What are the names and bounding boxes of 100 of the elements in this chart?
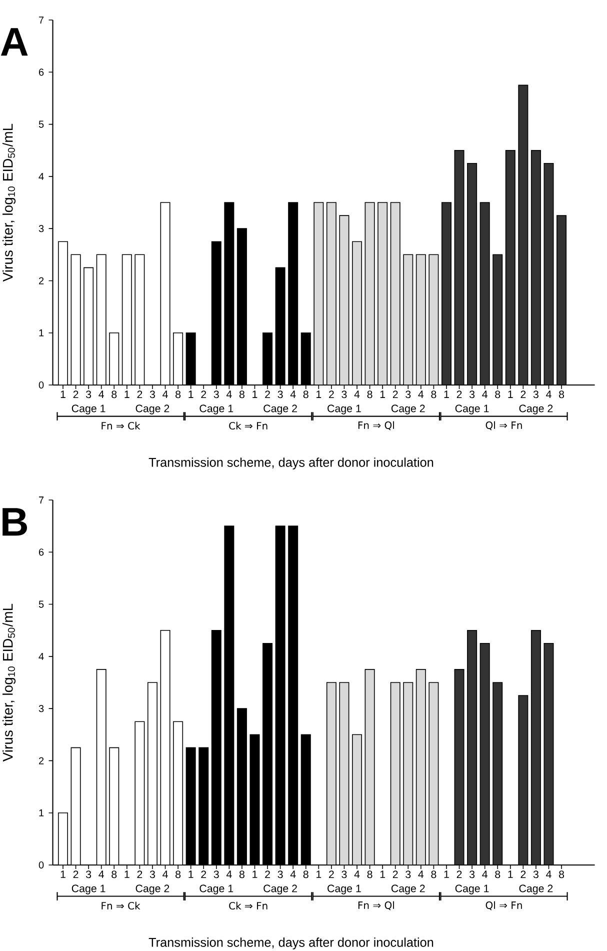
text: Cage 1 bbox=[328, 884, 361, 894]
x-tick-label: 4 bbox=[354, 870, 360, 878]
text: Cage 1 bbox=[455, 884, 489, 894]
x-tick-label: 1 bbox=[444, 390, 449, 398]
x-tick-label: 1 bbox=[60, 390, 66, 398]
x-tick-label: 3 bbox=[469, 870, 475, 878]
x-tick-label: 4 bbox=[290, 390, 296, 398]
y-tick-label: 5 bbox=[38, 120, 44, 128]
x-tick-label: 8 bbox=[176, 390, 181, 398]
y-tick-label: 3 bbox=[38, 225, 44, 232]
text: Cage 1 bbox=[328, 404, 361, 414]
text: Cage 2 bbox=[136, 884, 170, 894]
x-axis-title: Transmission scheme, days after donor inoculation bbox=[148, 458, 434, 470]
x-tick-label: 1 bbox=[508, 870, 513, 878]
x-tick-label: 3 bbox=[469, 390, 475, 398]
x-tick-label: 4 bbox=[226, 390, 232, 398]
x-tick-label: 1 bbox=[508, 390, 513, 398]
y-tick-label: 4 bbox=[38, 652, 44, 660]
x-tick-label: 1 bbox=[316, 390, 322, 398]
x-tick-label: 8 bbox=[112, 870, 117, 878]
x-tick-label: 4 bbox=[98, 390, 104, 398]
text: Cage 1 bbox=[72, 404, 106, 414]
y-tick-label: 1 bbox=[39, 809, 44, 816]
x-tick-label: 8 bbox=[239, 870, 244, 878]
x-tick-label: 1 bbox=[444, 870, 449, 878]
x-tick-label: 3 bbox=[533, 870, 538, 878]
y-tick-label: 5 bbox=[38, 600, 44, 608]
x-tick-label: 3 bbox=[406, 390, 411, 398]
chart-title: A bbox=[0, 28, 28, 56]
x-tick-label: 2 bbox=[73, 390, 78, 398]
x-tick-label: 2 bbox=[392, 870, 398, 878]
x-tick-label: 4 bbox=[482, 870, 488, 878]
text: Fn ⇒ Ql bbox=[358, 901, 394, 910]
chart-title: B bbox=[2, 508, 27, 536]
x-tick-label: 4 bbox=[418, 870, 424, 878]
text: Cage 2 bbox=[136, 404, 170, 414]
x-tick-label: 4 bbox=[546, 870, 552, 878]
x-tick-label: 2 bbox=[137, 390, 142, 398]
x-tick-label: 2 bbox=[265, 870, 270, 878]
x-tick-label: 4 bbox=[98, 870, 104, 878]
x-tick-label: 1 bbox=[380, 870, 386, 878]
x-tick-label: 2 bbox=[520, 390, 526, 398]
text: Cage 2 bbox=[519, 884, 553, 894]
x-tick-label: 4 bbox=[162, 390, 168, 398]
x-tick-label: 1 bbox=[60, 870, 66, 878]
y-axis-title: Virus titer, log$_{10}$ EID$_{50}$/mL bbox=[2, 124, 16, 282]
x-tick-label: 3 bbox=[150, 870, 155, 878]
x-axis-title: Transmission scheme, days after donor inoculation bbox=[148, 938, 434, 950]
x-tick-label: 2 bbox=[329, 870, 334, 878]
text: Ck ⇒ Fn bbox=[229, 902, 268, 910]
x-tick-label: 4 bbox=[482, 390, 488, 398]
y-tick-label: 7 bbox=[39, 496, 44, 504]
x-tick-label: 4 bbox=[354, 390, 360, 398]
y-tick-label: 0 bbox=[38, 381, 44, 389]
text: Fn ⇒ Ck bbox=[102, 902, 140, 910]
x-tick-label: 1 bbox=[188, 390, 194, 398]
text: Ql ⇒ Fn bbox=[486, 421, 522, 430]
x-tick-label: 2 bbox=[392, 390, 398, 398]
x-tick-label: 4 bbox=[418, 390, 424, 398]
x-tick-label: 1 bbox=[252, 870, 258, 878]
x-tick-label: 8 bbox=[431, 390, 436, 398]
x-tick-label: 8 bbox=[367, 390, 372, 398]
y-tick-label: 7 bbox=[39, 16, 44, 24]
x-tick-label: 2 bbox=[201, 390, 206, 398]
y-tick-label: 3 bbox=[38, 705, 44, 712]
y-axis-title: Virus titer, log$_{10}$ EID$_{50}$/mL bbox=[2, 604, 16, 762]
x-tick-label: 3 bbox=[214, 390, 219, 398]
x-tick-label: 1 bbox=[124, 390, 130, 398]
x-tick-label: 1 bbox=[380, 390, 386, 398]
x-tick-label: 2 bbox=[329, 390, 334, 398]
x-tick-label: 1 bbox=[188, 870, 194, 878]
x-tick-label: 8 bbox=[559, 870, 564, 878]
text: Ql ⇒ Fn bbox=[486, 901, 522, 910]
x-tick-label: 3 bbox=[214, 870, 219, 878]
x-tick-label: 8 bbox=[239, 390, 244, 398]
x-tick-label: 3 bbox=[342, 870, 347, 878]
x-tick-label: 3 bbox=[86, 390, 92, 398]
x-tick-label: 3 bbox=[406, 870, 411, 878]
text: Cage 2 bbox=[519, 404, 553, 414]
y-tick-label: 0 bbox=[38, 861, 44, 869]
x-tick-label: 2 bbox=[456, 390, 462, 398]
x-tick-label: 4 bbox=[546, 390, 552, 398]
x-tick-label: 8 bbox=[176, 870, 181, 878]
text: Fn ⇒ Ql bbox=[358, 421, 394, 430]
text: Fn ⇒ Ck bbox=[102, 422, 140, 430]
x-tick-label: 4 bbox=[226, 870, 232, 878]
x-tick-label: 8 bbox=[112, 390, 117, 398]
x-tick-label: 3 bbox=[150, 390, 155, 398]
x-tick-label: 8 bbox=[559, 390, 564, 398]
text: Cage 2 bbox=[264, 884, 297, 894]
x-tick-label: 1 bbox=[316, 870, 322, 878]
text: Ck ⇒ Fn bbox=[229, 422, 268, 430]
x-tick-label: 3 bbox=[278, 870, 283, 878]
text: Cage 1 bbox=[72, 884, 106, 894]
x-tick-label: 4 bbox=[162, 870, 168, 878]
x-tick-label: 2 bbox=[73, 870, 78, 878]
x-tick-label: 8 bbox=[303, 870, 308, 878]
x-tick-label: 2 bbox=[265, 390, 270, 398]
text: Cage 2 bbox=[391, 404, 425, 414]
x-tick-label: 8 bbox=[495, 870, 500, 878]
